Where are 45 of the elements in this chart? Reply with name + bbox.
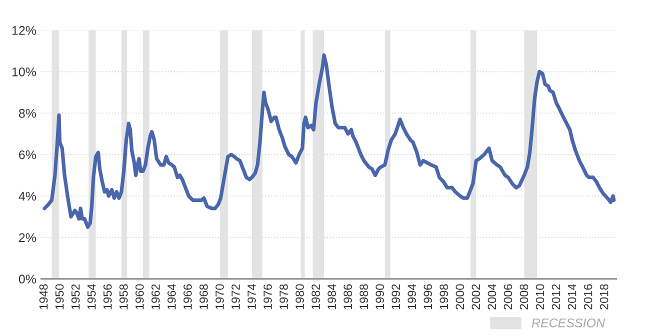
x-tick-label: 1998 [440, 284, 448, 310]
x-tick-label: 1960 [135, 284, 144, 310]
x-tick-label: 1984 [328, 284, 336, 310]
x-tick-label: 2004 [488, 284, 496, 310]
x-tick-label: 1958 [119, 284, 128, 310]
x-tick-label: 1968 [200, 284, 208, 310]
x-tick-label: 2012 [552, 284, 560, 310]
x-tick-label: 1970 [216, 284, 224, 310]
x-tick-label: 2014 [568, 284, 576, 310]
x-tick-label: 1994 [408, 284, 416, 310]
x-tick-label: 1992 [392, 284, 400, 310]
x-tick-label: 1952 [71, 284, 80, 310]
x-tick-label: 1950 [55, 284, 64, 310]
x-tick-label: 1962 [151, 284, 160, 310]
x-tick-label: 2002 [472, 284, 480, 310]
legend-label: RECESSION [532, 318, 606, 328]
x-tick-label: 1982 [312, 284, 320, 310]
x-tick-label: 1964 [167, 284, 176, 310]
x-tick-label: 1988 [360, 284, 368, 310]
x-tick-label: 1996 [424, 284, 432, 310]
x-tick-label: 2008 [520, 284, 528, 310]
x-tick-label: 1986 [344, 284, 352, 310]
x-tick-label: 2006 [504, 284, 512, 310]
y-tick-label: 6% [19, 150, 36, 160]
x-tick-label: 1956 [103, 284, 112, 310]
x-tick-label: 1980 [296, 284, 304, 310]
x-tick-label: 1976 [264, 284, 272, 310]
x-tick-label: 1966 [183, 284, 192, 310]
y-tick-label: 4% [18, 192, 36, 201]
x-tick-label: 1990 [376, 284, 384, 310]
x-tick-label: 1974 [248, 284, 256, 310]
y-tick-label: 2% [19, 233, 36, 242]
x-tick-label: 1948 [39, 284, 48, 310]
y-tick-label: 8% [18, 108, 36, 118]
x-tick-label: 1954 [87, 284, 96, 310]
x-tick-label: 2016 [584, 284, 592, 310]
line-series [42, 53, 616, 229]
y-tick-label: 12% [12, 26, 36, 35]
x-tick-label: 1972 [232, 284, 240, 310]
y-tick-label: 10% [12, 67, 36, 76]
x-tick-label: 2018 [600, 284, 608, 310]
y-tick-label: 0% [18, 274, 36, 284]
x-tick-label: 2000 [456, 284, 464, 310]
x-tick-label: 1978 [280, 284, 288, 310]
x-tick-label: 2010 [536, 284, 544, 310]
